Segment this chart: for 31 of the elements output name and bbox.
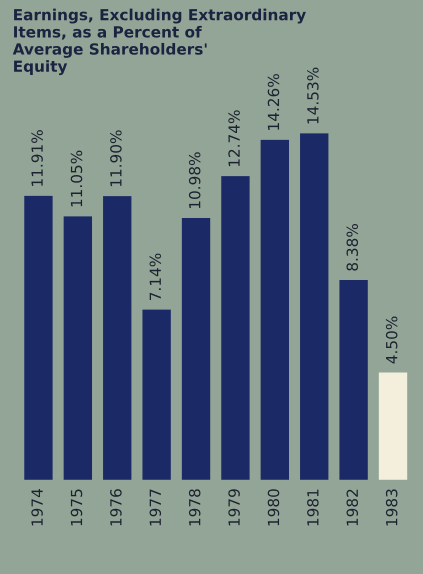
bar xyxy=(103,196,132,480)
data-label: 7.14% xyxy=(150,254,162,300)
x-tick-label: 1983 xyxy=(386,489,398,526)
bar xyxy=(339,280,368,480)
data-label: 4.50% xyxy=(386,316,398,364)
bar xyxy=(300,133,328,480)
x-tick-label: 1974 xyxy=(31,489,43,526)
chart-title: Earnings, Excluding Extraordinary Items, as a Percent of Average Shareholders' Equity xyxy=(12,8,306,76)
data-label: 12.74% xyxy=(228,110,240,166)
x-tick-label: 1978 xyxy=(188,489,200,526)
x-tick-label: 1977 xyxy=(150,490,162,526)
data-label: 14.53% xyxy=(307,68,319,124)
data-label: 14.26% xyxy=(268,74,280,130)
bar xyxy=(260,140,290,480)
x-tick-label: 1979 xyxy=(228,489,240,526)
x-tick-label: 1980 xyxy=(268,489,280,526)
x-tick-label: 1982 xyxy=(346,490,358,526)
bar xyxy=(182,218,210,480)
bar xyxy=(24,196,53,480)
bar xyxy=(221,176,250,480)
bar xyxy=(142,310,171,480)
bar xyxy=(64,216,92,480)
x-tick-label: 1975 xyxy=(70,490,82,526)
data-label: 8.38% xyxy=(346,224,358,271)
bar xyxy=(378,372,408,480)
data-label: 11.05% xyxy=(70,150,82,206)
x-tick-label: 1976 xyxy=(110,489,122,526)
data-label: 11.91% xyxy=(31,130,43,186)
data-label: 11.90% xyxy=(110,130,122,186)
data-label: 10.98% xyxy=(188,152,200,208)
x-tick-label: 1981 xyxy=(307,490,319,526)
